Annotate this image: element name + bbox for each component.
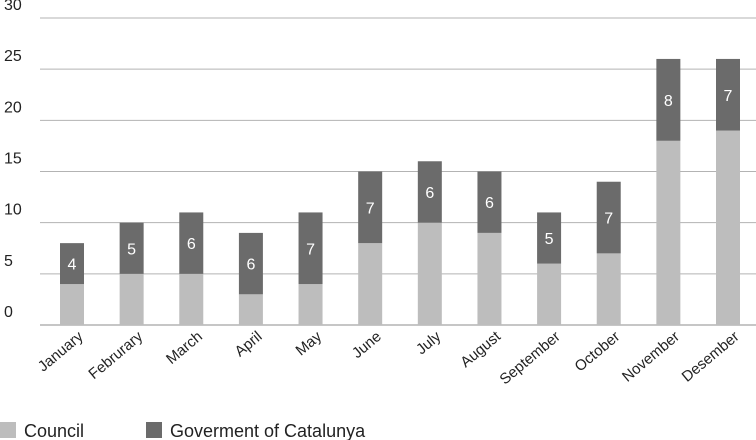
y-tick-label: 20 [4,99,22,116]
bar-council-may [298,284,323,325]
bar-council-july [417,222,442,325]
bar-council-november [656,140,681,325]
bar-goverment-of-catalunya-october [596,181,621,254]
bar-council-desember [716,130,740,325]
bar-council-september [537,263,562,325]
data-label: 5 [545,231,554,248]
x-tick-label: October [571,328,623,375]
bar-goverment-of-catalunya-desember [716,58,740,131]
data-label: 6 [246,257,255,274]
x-tick-label: July [413,328,445,358]
legend: Council Goverment of Catalunya [0,421,366,440]
x-tick-label: November [619,328,683,386]
x-tick-label: April [232,328,266,360]
data-label: 7 [724,88,733,105]
y-tick-label: 5 [4,253,13,270]
bars [60,58,740,325]
bar-goverment-of-catalunya-march [179,212,204,274]
data-labels: 4 5 6 6 7 7 6 6 5 7 8 7 [68,88,733,274]
x-tick-label: January [35,328,87,376]
data-label: 7 [366,200,375,217]
y-tick-label: 25 [4,48,22,65]
x-tick-label: June [349,328,385,362]
legend-swatch-council [0,422,16,438]
bar-goverment-of-catalunya-september [537,212,562,264]
x-tick-label: Desember [679,328,743,386]
bar-goverment-of-catalunya-january [60,243,84,285]
data-label: 6 [425,185,434,202]
gridlines [40,17,756,326]
data-label: 6 [187,236,196,253]
bar-goverment-of-catalunya-august [477,171,502,233]
legend-label-council: Council [24,421,84,440]
bar-goverment-of-catalunya-june [358,171,383,244]
bar-goverment-of-catalunya-november [656,58,681,141]
bar-council-january [60,284,84,325]
legend-label-goverment-of-catalunya: Goverment of Catalunya [170,421,366,440]
bar-council-october [596,253,621,325]
y-tick-label: 10 [4,202,22,219]
x-tick-label: August [457,328,504,372]
bar-goverment-of-catalunya-april [238,232,263,295]
x-tick-label: May [292,328,325,360]
data-label: 7 [604,211,613,228]
bar-council-august [477,232,502,325]
y-axis-tick-labels: 0 5 10 15 20 25 30 [4,0,22,321]
data-label: 7 [306,241,315,258]
data-label: 5 [127,241,136,258]
y-tick-label: 15 [4,151,22,168]
bar-goverment-of-catalunya-februrary [119,222,144,274]
data-label: 4 [68,257,77,274]
bar-goverment-of-catalunya-may [298,212,323,285]
legend-swatch-goverment-of-catalunya [146,422,162,438]
data-label: 8 [664,93,673,110]
bar-council-june [358,243,383,325]
data-label: 6 [485,195,494,212]
y-tick-label: 0 [4,304,13,321]
bar-goverment-of-catalunya-july [417,161,442,223]
bar-council-march [179,273,204,325]
x-tick-label: March [163,328,206,368]
bar-council-februrary [119,273,144,325]
y-tick-label: 30 [4,0,22,14]
bar-council-april [238,294,263,325]
x-tick-label: September [497,328,564,388]
x-tick-label: Februrary [85,328,146,383]
